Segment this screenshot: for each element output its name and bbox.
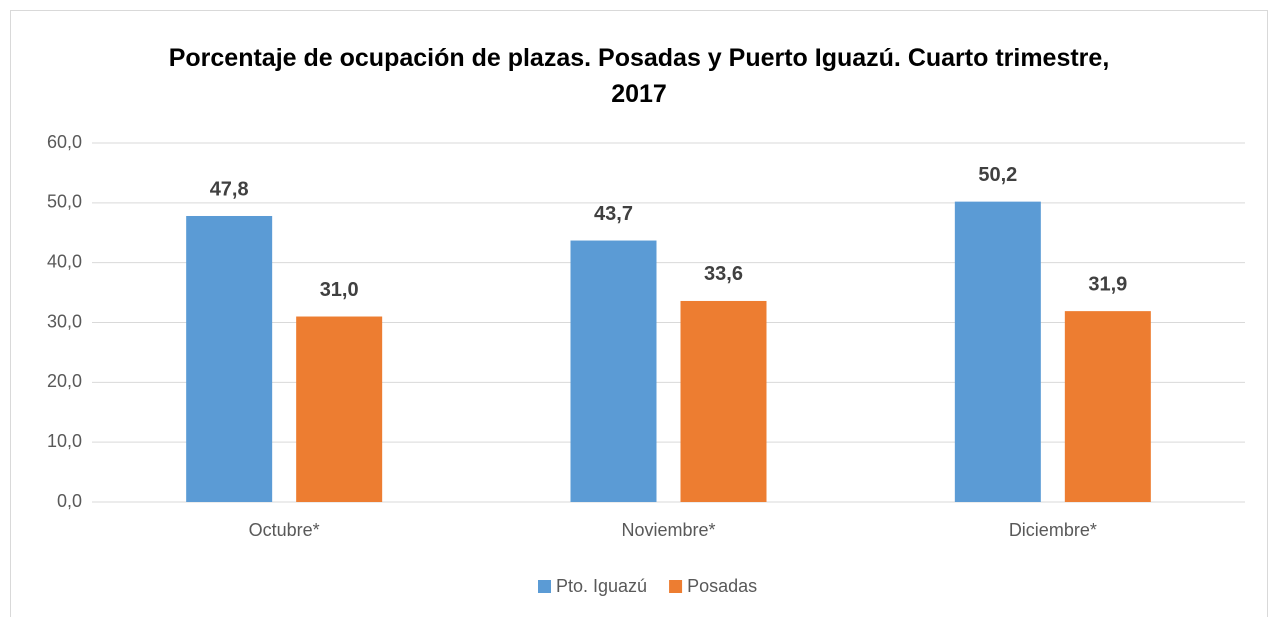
y-tick-label: 0,0 [57, 491, 82, 511]
bar [570, 240, 657, 503]
data-label: 31,9 [1088, 273, 1127, 295]
legend-label: Posadas [687, 576, 757, 596]
data-label: 33,6 [704, 263, 743, 285]
legend-swatch [538, 580, 551, 593]
legend-swatch [669, 580, 683, 593]
chart-title: Porcentaje de ocupación de plazas. Posad… [168, 44, 1110, 108]
data-label: 31,0 [320, 279, 359, 301]
legend-label: Pto. Iguazú [556, 576, 647, 596]
bar [1064, 311, 1151, 502]
bar [186, 215, 273, 502]
chart-border [10, 10, 1268, 617]
y-tick-label: 20,0 [47, 371, 82, 391]
data-label: 50,2 [978, 164, 1017, 186]
y-tick-label: 50,0 [47, 192, 82, 212]
y-tick-label: 40,0 [47, 251, 82, 271]
y-tick-label: 10,0 [47, 431, 82, 451]
x-tick-label: Diciembre* [1009, 520, 1097, 540]
bar [296, 316, 383, 502]
bar [954, 201, 1041, 503]
y-tick-label: 30,0 [47, 311, 82, 331]
y-tick-label: 60,0 [47, 132, 82, 152]
data-label: 47,8 [210, 178, 249, 200]
bar [680, 300, 767, 502]
data-label: 43,7 [594, 203, 633, 225]
x-tick-label: Octubre* [249, 520, 320, 540]
x-tick-label: Noviembre* [621, 520, 715, 540]
